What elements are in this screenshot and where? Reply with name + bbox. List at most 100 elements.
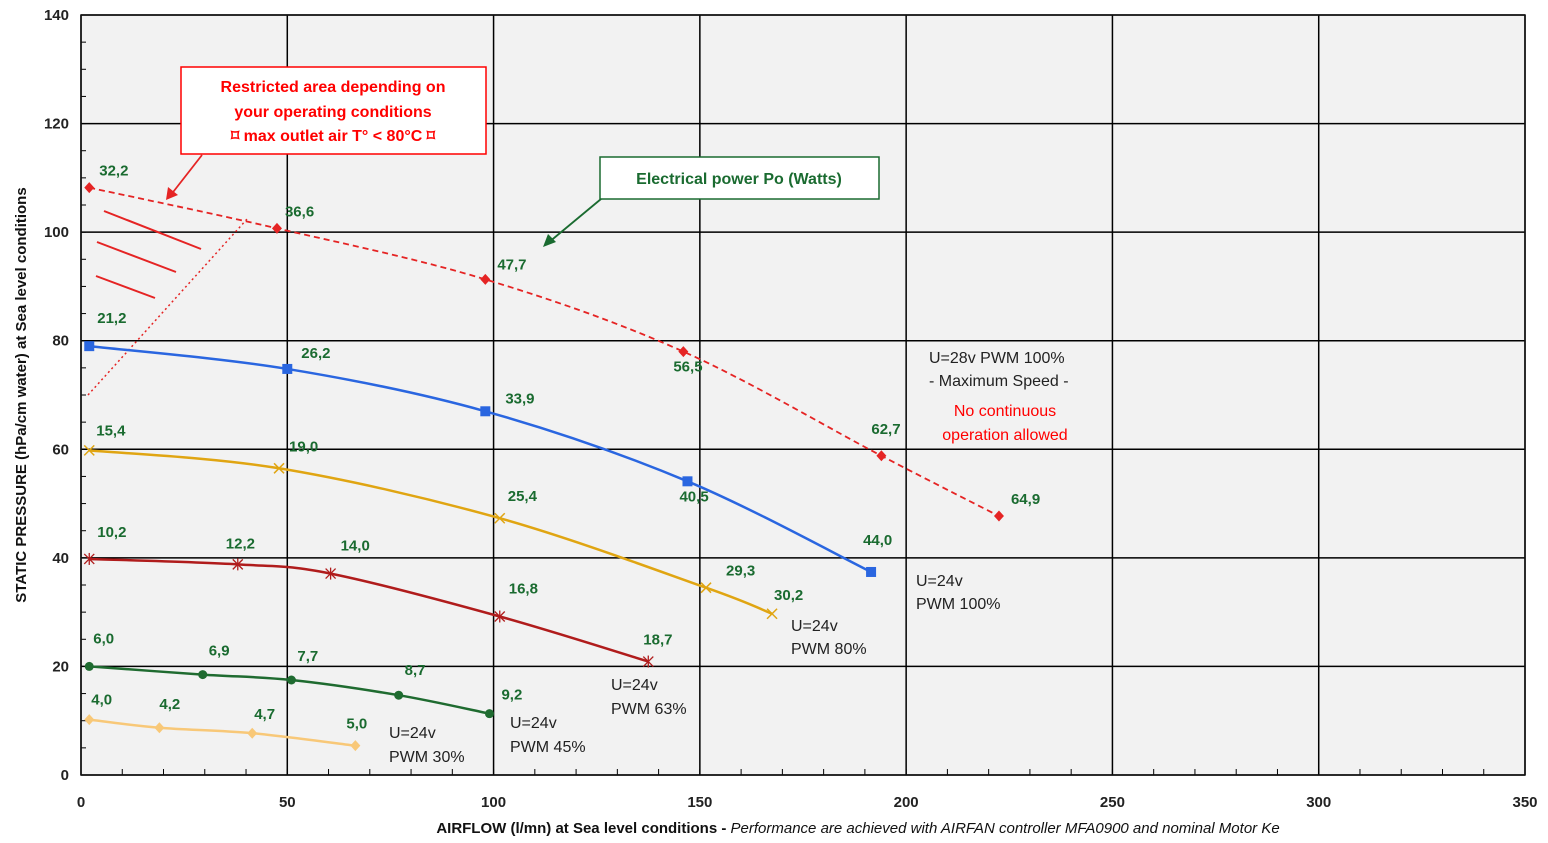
series-24-63-name-2: PWM 63% <box>611 701 687 718</box>
y-tick-label-2: 40 <box>52 550 69 567</box>
power-label-s24_100-0: 21,2 <box>97 310 126 327</box>
y-axis-ticks: 0 20 40 60 80 100 120 140 <box>44 7 69 784</box>
series-s24_80-point-0-b <box>83 444 95 456</box>
power-label-s24_100-3: 40,5 <box>679 488 708 505</box>
series-s24_100-point-1 <box>282 363 293 374</box>
series-s24_45-point-4 <box>484 709 494 719</box>
x-axis-ticks: 0 50 100 150 200 250 300 350 <box>77 794 1538 811</box>
power-label-s28-2: 47,7 <box>497 256 526 273</box>
y-axis-title: STATIC PRESSURE (hPa/cm water) at Sea le… <box>13 187 30 602</box>
y-tick-label-0: 0 <box>61 767 69 784</box>
series-s24_63 <box>83 552 654 668</box>
power-label-s28-1: 36,6 <box>285 203 314 220</box>
x-tick-label-2: 100 <box>481 794 506 811</box>
series-s28 <box>84 182 1004 522</box>
x-tick-label-1: 50 <box>279 794 296 811</box>
series-s28-point-4 <box>876 450 887 462</box>
power-arrow <box>547 198 602 244</box>
power-label-s24_63-1: 12,2 <box>226 535 255 552</box>
series-s24_63-point-4 <box>642 655 654 668</box>
series-s28-point-0 <box>84 182 95 194</box>
power-label-s28-5: 64,9 <box>1011 491 1040 508</box>
series-names: U=28v PWM 100% - Maximum Speed - No cont… <box>389 350 1069 766</box>
y-tick-label-7: 140 <box>44 7 69 24</box>
power-label-s24_63-3: 16,8 <box>509 580 538 597</box>
series-s24_45 <box>84 661 494 719</box>
series-s24_30-point-0 <box>84 714 95 726</box>
restricted-line-3: ⌑ max outlet air T° < 80°C ⌑ <box>230 128 436 145</box>
power-label-s24_30-0: 4,0 <box>91 692 112 709</box>
x-tick-label-3: 150 <box>687 794 712 811</box>
series-s24_100-point-2 <box>480 406 491 417</box>
restricted-area-hatch <box>87 154 249 396</box>
power-label-s24_100-2: 33,9 <box>505 390 534 407</box>
y-tick-label-6: 120 <box>44 116 69 133</box>
series-s24_30-point-2 <box>247 727 258 739</box>
series-s28-warning-2: operation allowed <box>942 427 1067 444</box>
series-s24_63-point-0 <box>83 552 95 565</box>
series-s24_80-point-1 <box>273 462 285 474</box>
power-label-s24_80-0: 15,4 <box>96 422 126 439</box>
series-s24_80-point-3 <box>700 582 712 594</box>
series-24-45-name-2: PWM 45% <box>510 739 586 756</box>
series-s28-point-2 <box>480 273 491 285</box>
power-label-s24_30-2: 4,7 <box>254 706 275 723</box>
series-24-80-name-2: PWM 80% <box>791 641 867 658</box>
y-tick-label-5: 100 <box>44 224 69 241</box>
series-s24_80-point-0 <box>83 444 95 456</box>
restricted-arrow <box>169 154 203 197</box>
series-24-100-name-1: U=24v <box>916 573 963 590</box>
x-axis-title-separator: - <box>717 820 730 837</box>
power-label-s24_80-2: 25,4 <box>508 488 538 505</box>
series-s24_30-point-3 <box>350 740 361 752</box>
restricted-line-2: your operating conditions <box>234 104 431 121</box>
series-s24_100-point-3 <box>682 476 693 487</box>
series-s28-point-1 <box>271 222 282 234</box>
power-arrow-head <box>543 234 556 247</box>
series-s24_63-point-1 <box>232 558 244 571</box>
series-24-80-name-1: U=24v <box>791 618 838 635</box>
series-s24_30-point-1 <box>154 722 165 734</box>
y-tick-label-3: 60 <box>52 441 69 458</box>
series-s28-name-1: U=28v PWM 100% <box>929 350 1065 367</box>
x-tick-label-0: 0 <box>77 794 85 811</box>
power-label-s24_45-4: 9,2 <box>501 687 522 704</box>
series-s28-name-2: - Maximum Speed - <box>929 373 1069 390</box>
restricted-line-1: Restricted area depending on <box>221 79 446 96</box>
power-label-s24_80-3: 29,3 <box>726 563 755 580</box>
power-label-s24_63-2: 14,0 <box>341 538 370 555</box>
power-label-s24_100-1: 26,2 <box>301 345 330 362</box>
series-24-100-name-2: PWM 100% <box>916 596 1000 613</box>
power-labels: 32,2 36,6 47,7 56,5 62,7 64,9 21,2 26,2 33,9 40,5… <box>91 163 1040 733</box>
power-label-s24_45-2: 7,7 <box>297 648 318 665</box>
power-label-s24_30-1: 4,2 <box>159 696 180 713</box>
y-tick-label-4: 80 <box>52 333 69 350</box>
x-tick-label-4: 200 <box>894 794 919 811</box>
series-s24_63-line <box>89 557 649 663</box>
series-s24_80-point-4 <box>766 608 778 620</box>
series-24-45-name-1: U=24v <box>510 715 557 732</box>
x-tick-label-5: 250 <box>1100 794 1125 811</box>
power-box-label: Electrical power Po (Watts) <box>636 171 842 188</box>
series-s24_30 <box>84 714 361 752</box>
series-s24_80 <box>83 444 778 620</box>
series-layer <box>83 182 1004 752</box>
power-label-s24_30-3: 5,0 <box>346 716 367 733</box>
power-callout: Electrical power Po (Watts) <box>543 156 880 247</box>
power-label-s28-3: 56,5 <box>673 359 702 376</box>
series-24-30-name-2: PWM 30% <box>389 749 465 766</box>
x-axis-title: AIRFLOW (l/mn) at Sea level conditions -… <box>436 820 1279 837</box>
series-s24_80-point-1-b <box>273 462 285 474</box>
series-s28-warning-1: No continuous <box>954 403 1056 420</box>
x-tick-label-7: 350 <box>1512 794 1537 811</box>
series-s24_63-point-3 <box>494 610 506 623</box>
series-s24_30-line <box>89 718 356 747</box>
power-label-s24_80-1: 19,0 <box>289 438 318 455</box>
power-label-s24_63-4: 18,7 <box>643 632 672 649</box>
power-label-s28-4: 62,7 <box>871 421 900 438</box>
power-label-s24_45-3: 8,7 <box>405 662 426 679</box>
series-24-30-name-1: U=24v <box>389 725 436 742</box>
power-label-s24_45-0: 6,0 <box>93 630 114 647</box>
